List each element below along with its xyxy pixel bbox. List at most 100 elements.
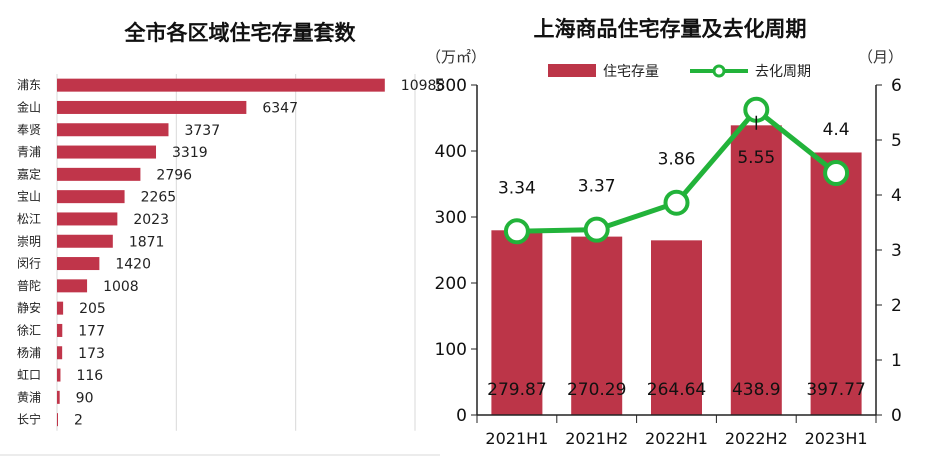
right-bar [491,230,543,415]
legend: 住宅存量 去化周期 [548,64,811,80]
line-value-label: 3.34 [498,178,536,198]
left-value-label: 6347 [262,100,298,116]
left-bar [57,413,58,427]
x-tick-label: 2021H2 [565,429,628,448]
left-y-tick-label: 500 [435,76,467,96]
left-value-label: 1871 [129,234,165,250]
left-value-label: 2023 [133,212,169,228]
right-bar-value-label: 270.29 [567,380,626,400]
left-category-label: 静安 [17,300,41,315]
left-bar [57,279,88,293]
left-bar [57,301,64,315]
left-bar [57,234,113,248]
x-tick-label: 2022H2 [725,429,788,448]
left-bars [57,78,385,427]
left-bar [57,78,385,92]
left-category-label: 徐汇 [17,322,41,337]
right-y-tick-label: 0 [891,406,902,426]
right-y-tick-label: 1 [891,351,902,371]
right-bar [810,152,862,415]
left-category-label: 崇明 [17,234,41,248]
line-value-label: 4.4 [823,120,850,140]
right-bar [571,236,623,415]
legend-bar-swatch [548,64,596,77]
right-bar-value-label: 438.9 [732,380,781,400]
left-bar [57,190,125,204]
left-value-label: 177 [78,323,105,339]
left-value-label: 2265 [141,190,177,206]
left-bar [57,346,63,360]
left-value-labels: 10988 6347 3737 3319 2796 2265 2023 1871 1420 100… [74,78,446,429]
left-bar [57,390,60,404]
right-chart-title: 上海商品住宅存量及去化周期 [534,17,807,41]
left-y-tick-label: 400 [435,142,467,162]
left-bar [57,368,61,382]
line-marker [503,218,530,245]
left-category-label: 闵行 [17,256,41,271]
left-bar [57,167,141,181]
right-bar [651,240,702,415]
left-bar [57,212,118,226]
right-y-tick-label: 5 [891,131,902,151]
left-value-label: 205 [79,301,106,317]
line-marker [823,160,850,186]
right-bar-value-label: 279.87 [487,380,546,400]
left-category-label: 黄浦 [17,390,41,404]
x-tick-label: 2022H1 [645,429,708,448]
right-bars [491,125,862,416]
left-category-label: 金山 [17,99,41,114]
right-y-tick-label: 3 [891,241,902,261]
left-axis-unit: （万㎡） [426,48,486,66]
legend-bar-label: 住宅存量 [603,64,659,80]
line-value-label: 3.86 [658,150,696,170]
x-tick-label: 2023H1 [805,429,868,448]
left-value-label: 2 [74,413,83,429]
right-line-labels: 3.34 3.37 3.86 5.55 4.4 [498,115,850,198]
left-value-label: 2796 [156,167,192,183]
left-category-label: 青浦 [17,145,41,159]
x-tick-label: 2021H1 [485,429,548,448]
right-y-tick-label: 4 [891,186,902,206]
right-chart: 上海商品住宅存量及去化周期 （万㎡） （月） 住宅存量 去化周期 0100200… [426,17,903,448]
left-category-label: 普陀 [17,278,41,293]
left-bar [57,145,157,159]
left-value-label: 1008 [103,279,139,295]
left-chart-title: 全市各区域住宅存量套数 [124,21,357,45]
left-value-label: 116 [76,368,103,384]
left-y-tick-label: 200 [435,274,467,294]
left-bar [57,123,169,137]
legend-line-label: 去化周期 [755,64,811,80]
left-category-label: 长宁 [17,412,41,427]
left-chart: 全市各区域住宅存量套数 浦东金山奉贤青浦嘉定宝山松江崇明闵行普陀静安徐汇杨浦虹口… [17,21,445,431]
right-y-tick-label: 2 [891,296,902,316]
line-value-label: 3.37 [578,177,616,197]
left-value-label: 3319 [172,145,208,161]
right-axes: 0 100 200 300 400 500 0 1 2 3 4 5 6 2021H1 2021H2 2022H… [435,76,902,448]
left-y-tick-label: 0 [456,406,467,426]
left-y-tick-label: 100 [435,340,467,360]
right-bar-value-label: 397.77 [806,380,865,400]
left-value-label: 10988 [401,78,446,94]
left-category-label: 嘉定 [17,166,41,181]
line-marker [663,189,690,216]
left-value-label: 1420 [115,257,151,273]
left-y-tick-label: 300 [435,208,467,228]
left-category-label: 奉贤 [17,123,41,137]
right-bar-value-label: 264.64 [647,380,706,400]
right-y-tick-label: 6 [891,76,902,96]
right-axis-unit: （月） [858,48,903,66]
left-category-label: 浦东 [17,78,41,92]
left-value-label: 173 [78,346,105,362]
left-bar [57,323,63,337]
left-value-label: 90 [76,390,94,406]
right-bar-labels: 279.87 270.29 264.64 438.9 397.77 [487,380,866,400]
left-bar [57,257,100,271]
left-category-label: 虹口 [17,368,41,382]
left-value-label: 3737 [184,123,220,139]
left-category-label: 杨浦 [17,345,41,360]
legend-line-marker [712,64,726,78]
